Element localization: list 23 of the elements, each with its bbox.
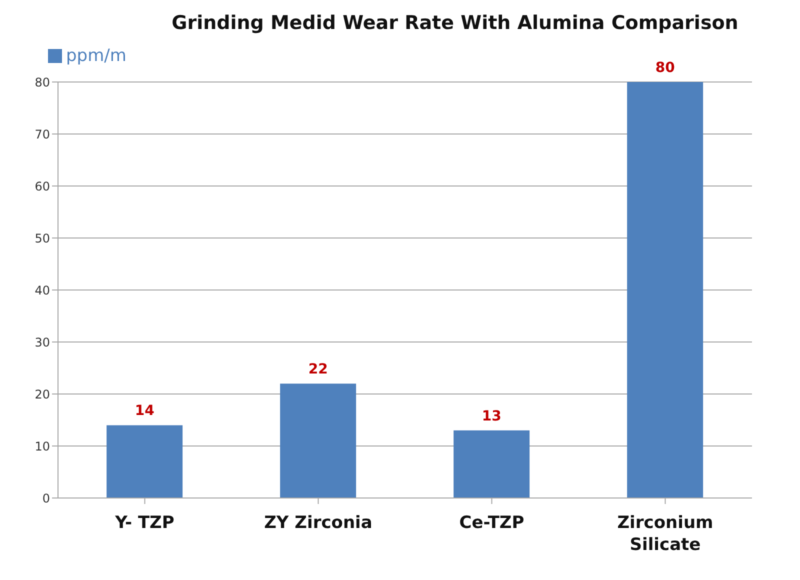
y-tick-label: 10 [34,439,50,454]
bar [627,82,704,498]
y-tick-label: 40 [34,283,50,298]
y-tick-label: 60 [34,179,50,194]
x-tick-label: Ce-TZP [459,513,524,533]
legend-label: ppm/m [66,46,126,66]
y-tick-label: 70 [34,127,50,142]
bar [106,425,183,498]
data-label: 13 [482,408,502,424]
x-tick-label: Zirconium Silicate [617,513,714,555]
y-tick-label: 20 [34,387,50,402]
bar [454,430,530,498]
data-label: 14 [134,403,155,420]
y-tick-label: 0 [42,491,50,506]
y-tick-label: 50 [34,231,50,246]
x-tick-label: Y- TZP [114,513,174,533]
y-tick-label: 80 [34,75,50,90]
y-tick-label: 30 [34,335,50,350]
x-tick-label: ZY Zirconia [264,513,372,533]
chart-title: Grinding Medid Wear Rate With Alumina Comparison [170,11,740,36]
data-label: 22 [308,362,328,378]
data-label: 80 [655,60,676,76]
bar [280,384,356,498]
